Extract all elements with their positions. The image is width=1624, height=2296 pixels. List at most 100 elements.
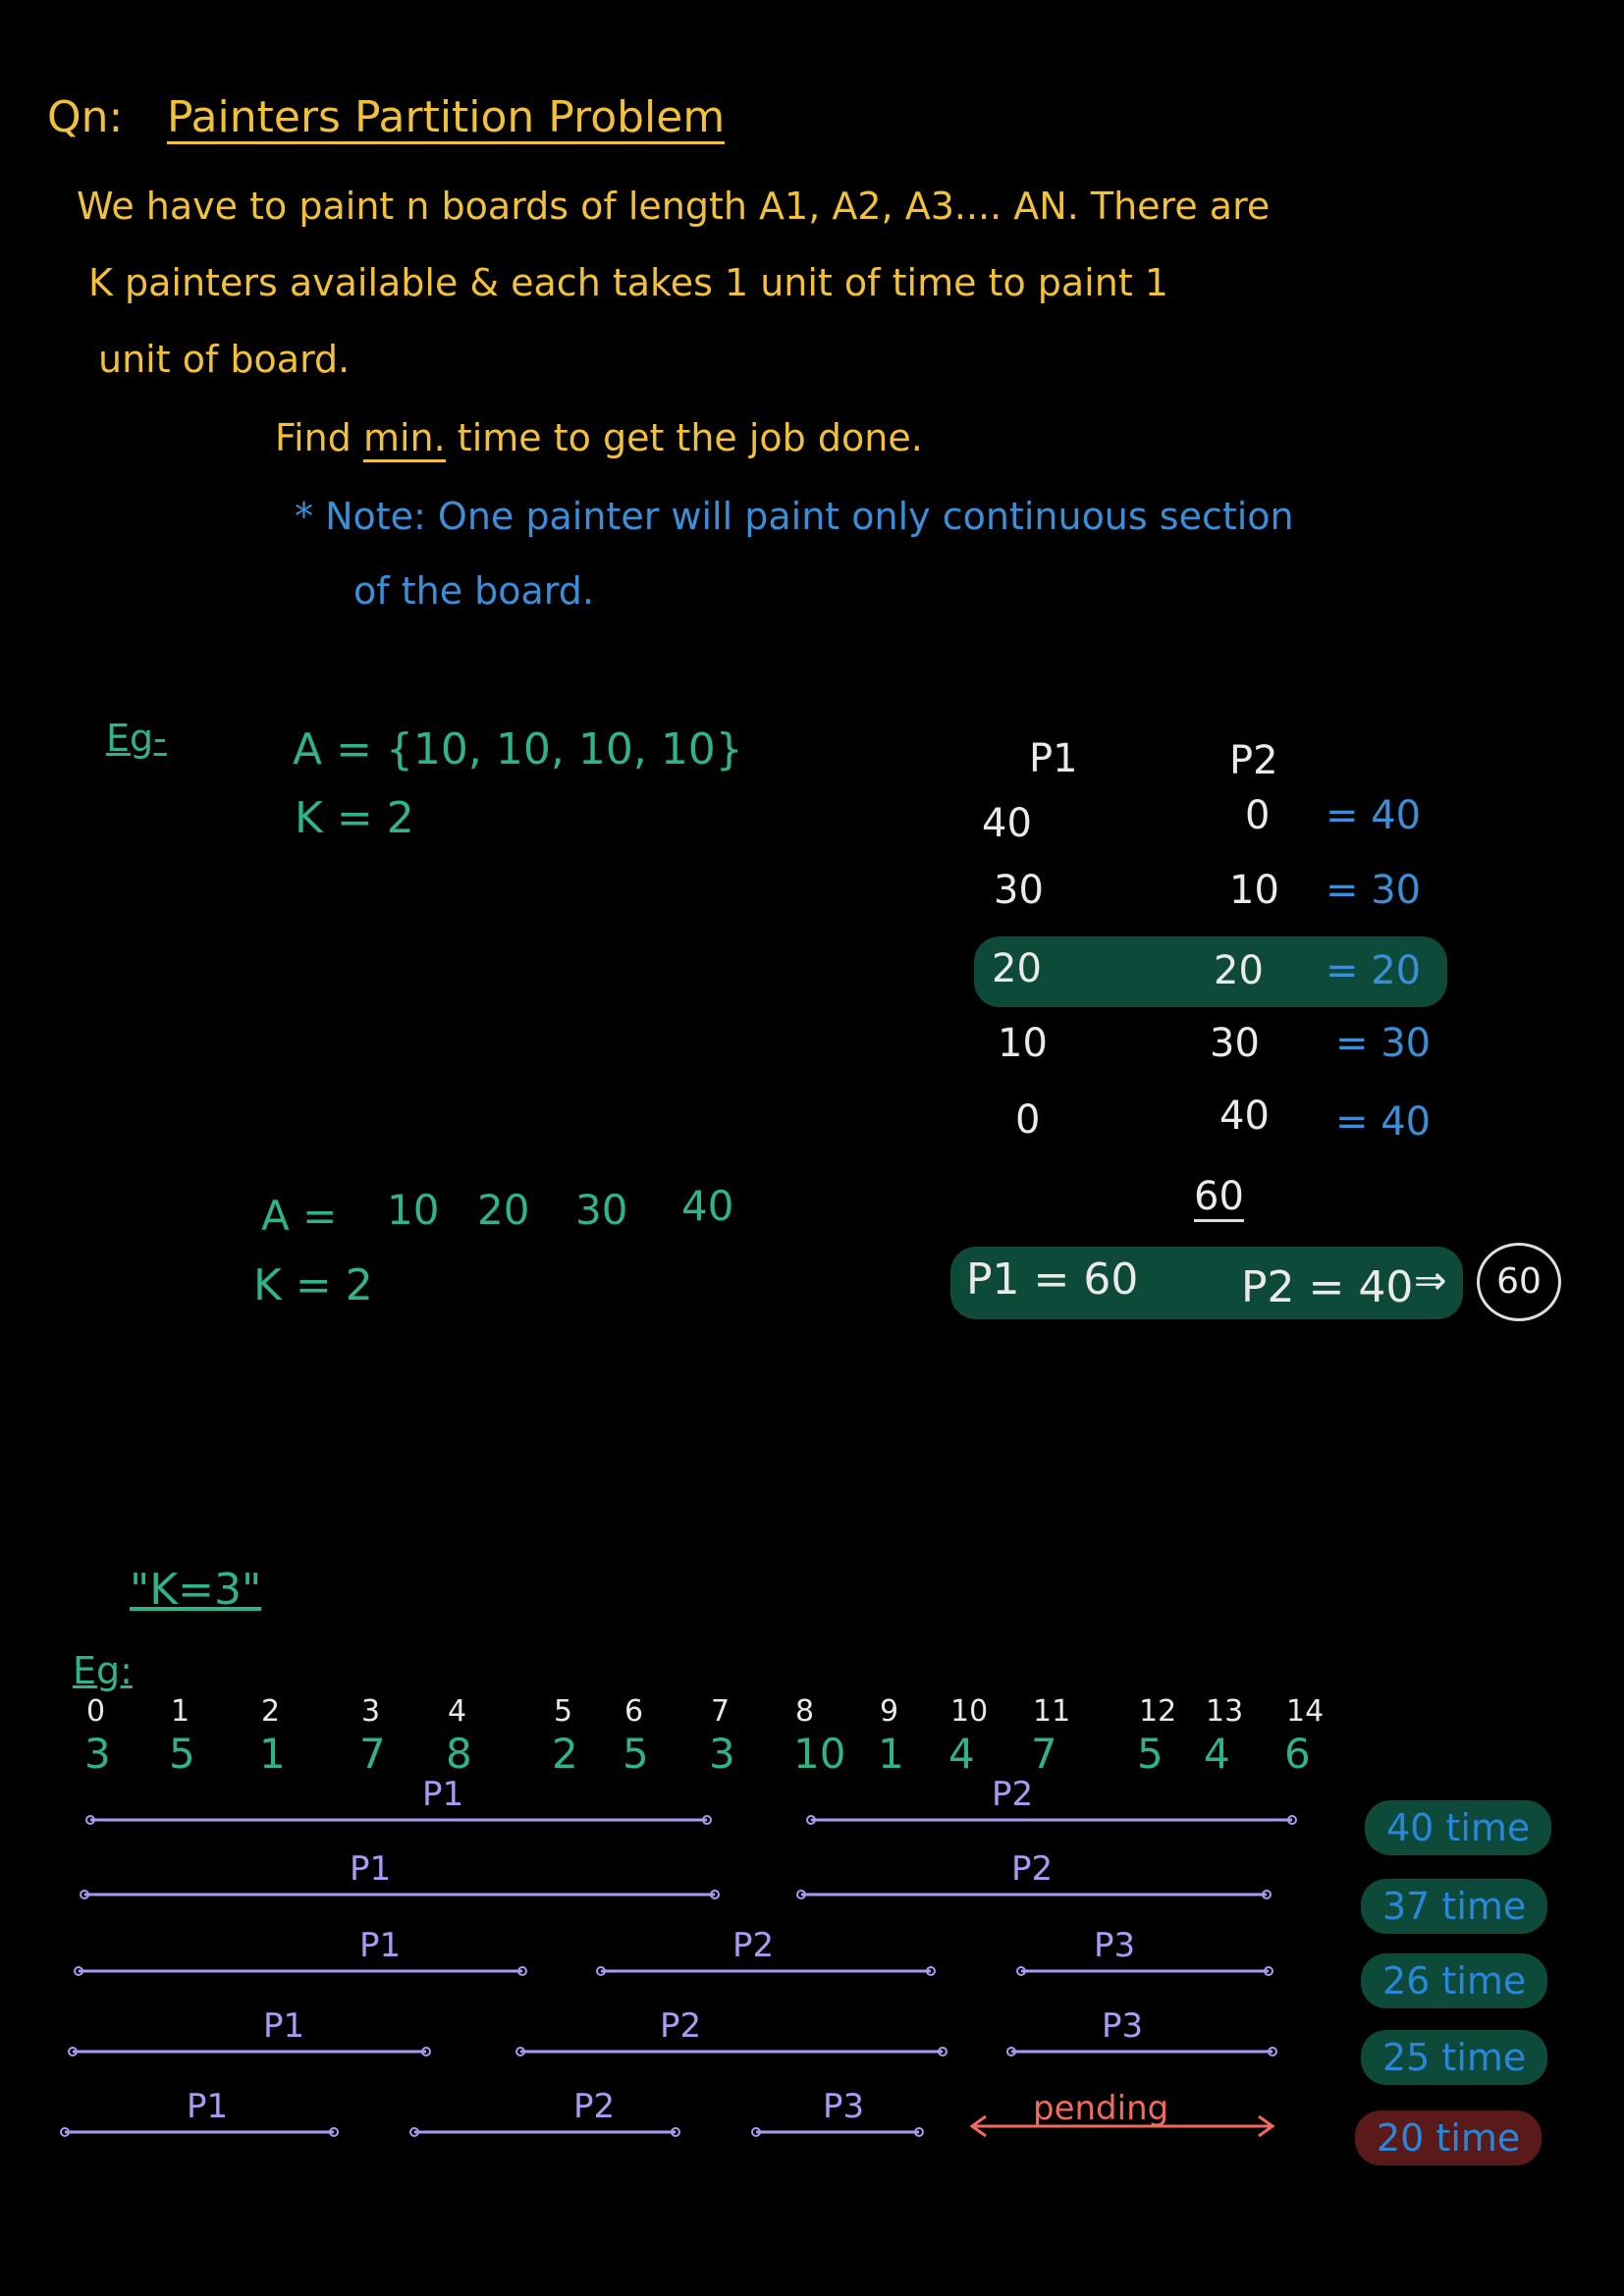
example2-value: 20 — [477, 1186, 530, 1234]
segment-endpoint — [710, 1890, 720, 1899]
array-value: 4 — [1204, 1730, 1230, 1778]
array-index: 3 — [361, 1694, 381, 1729]
array-index: 1 — [171, 1694, 190, 1729]
row-max: = 30 — [1326, 868, 1422, 913]
header-p2: P2 — [1229, 738, 1278, 783]
array-index: 13 — [1206, 1694, 1244, 1729]
array-value: 3 — [84, 1730, 111, 1778]
segment-endpoint — [1268, 2047, 1277, 2056]
row-p1: 0 — [1015, 1097, 1041, 1143]
array-value: 8 — [446, 1730, 472, 1778]
array-value: 4 — [948, 1730, 975, 1778]
segment-endpoint — [806, 1815, 816, 1825]
problem-line-2: K painters available & each takes 1 unit… — [88, 261, 1168, 304]
pending-arrowhead — [1258, 2114, 1275, 2138]
painter-label: P1 — [350, 1849, 392, 1889]
array-value: 3 — [709, 1730, 735, 1778]
painter-label: P3 — [1102, 2006, 1144, 2046]
painter-label: P2 — [732, 1926, 775, 1965]
row-p1: 20 — [992, 946, 1042, 991]
page-title: Painters Partition Problem — [167, 93, 726, 145]
example2-k: K = 2 — [253, 1260, 373, 1310]
array-value: 5 — [169, 1730, 195, 1778]
segment-endpoint — [796, 1890, 806, 1899]
painter-label: P2 — [992, 1775, 1034, 1814]
painter-label: P3 — [823, 2087, 865, 2126]
note-line-1: * Note: One painter will paint only cont… — [295, 495, 1294, 538]
array-index: 4 — [448, 1694, 467, 1729]
row-max: = 20 — [1326, 948, 1422, 993]
array-index: 2 — [261, 1694, 281, 1729]
example1-k: K = 2 — [295, 793, 414, 843]
find-post: time to get the job done. — [457, 416, 923, 459]
array-index: 6 — [624, 1694, 644, 1729]
problem-line-1: We have to paint n boards of length A1, … — [77, 185, 1271, 228]
painter-label: P2 — [573, 2087, 616, 2126]
segment-endpoint — [60, 2127, 70, 2137]
array-index: 5 — [554, 1694, 573, 1729]
find-statement: Find min. time to get the job done. — [275, 416, 923, 462]
highlight-row — [974, 936, 1447, 1007]
example2-p2: P2 = 40 — [1241, 1262, 1414, 1312]
example2-p1: P1 = 60 — [966, 1255, 1139, 1305]
array-index: 9 — [880, 1694, 899, 1729]
row-p2: 30 — [1210, 1021, 1260, 1066]
array-value: 7 — [359, 1730, 386, 1778]
k-note: "K=3" — [130, 1565, 262, 1615]
header-p1: P1 — [1029, 736, 1078, 781]
painter-label: P1 — [359, 1926, 402, 1965]
array-value: 7 — [1031, 1730, 1057, 1778]
segment-endpoint — [751, 2127, 761, 2137]
segment-endpoint — [517, 1966, 527, 1976]
segment-endpoint — [926, 1966, 936, 1976]
segment-endpoint — [74, 1966, 83, 1976]
segment-endpoint — [596, 1966, 606, 1976]
painter-label: P2 — [660, 2006, 702, 2046]
problem-line-3: unit of board. — [98, 338, 351, 381]
painter-label: P1 — [187, 2087, 229, 2126]
array-value: 5 — [1137, 1730, 1164, 1778]
example2-value: 40 — [681, 1182, 734, 1230]
highlight-result — [950, 1247, 1463, 1319]
segment-endpoint — [68, 2047, 78, 2056]
segment-endpoint — [914, 2127, 924, 2137]
example2-value: 10 — [387, 1186, 440, 1234]
array-index: 14 — [1286, 1694, 1325, 1729]
segment-endpoint — [1287, 1815, 1297, 1825]
example1-array: A = {10, 10, 10, 10} — [293, 724, 743, 774]
array-value: 5 — [623, 1730, 649, 1778]
example2-array-label: A = — [261, 1192, 338, 1240]
row-p1: 10 — [998, 1021, 1048, 1066]
row-p1: 40 — [982, 801, 1032, 846]
example3-label: Eg: — [73, 1649, 133, 1692]
segment-endpoint — [671, 2127, 680, 2137]
time-tag-final: 20 time — [1355, 2110, 1543, 2165]
array-value: 6 — [1284, 1730, 1311, 1778]
segment-endpoint — [1016, 1966, 1026, 1976]
note-line-2: of the board. — [353, 569, 594, 613]
segment-endpoint — [80, 1890, 89, 1899]
row-p2: 10 — [1229, 868, 1279, 913]
row-max: = 30 — [1335, 1021, 1432, 1066]
row-max: = 40 — [1326, 793, 1422, 838]
segment-endpoint — [702, 1815, 712, 1825]
time-tag: 40 time — [1365, 1800, 1552, 1855]
segment-endpoint — [1262, 1890, 1272, 1899]
array-index: 11 — [1033, 1694, 1071, 1729]
segment-endpoint — [1264, 1966, 1273, 1976]
array-value: 1 — [878, 1730, 904, 1778]
pending-arrowhead — [969, 2114, 987, 2138]
segment-endpoint — [515, 2047, 525, 2056]
array-index: 0 — [86, 1694, 106, 1729]
result-circle: 60 — [1477, 1243, 1561, 1321]
time-tag: 37 time — [1361, 1879, 1548, 1934]
sum-note: 60 — [1194, 1174, 1244, 1222]
array-index: 8 — [795, 1694, 815, 1729]
example2-value: 30 — [575, 1186, 628, 1234]
example1-label: Eg- — [106, 717, 167, 760]
segment-endpoint — [421, 2047, 431, 2056]
painter-label: P1 — [422, 1775, 464, 1814]
array-index: 7 — [711, 1694, 731, 1729]
segment-endpoint — [409, 2127, 419, 2137]
